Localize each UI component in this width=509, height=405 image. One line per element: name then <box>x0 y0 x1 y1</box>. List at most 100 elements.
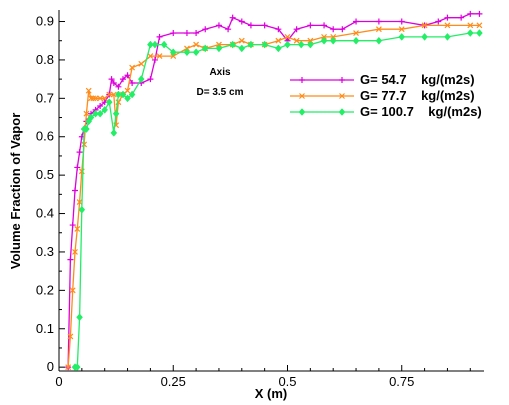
legend-label: G= 77.7 kg/(m2s) <box>360 88 475 103</box>
data-point <box>76 199 83 205</box>
data-point <box>97 103 104 110</box>
legend-marker <box>299 93 305 99</box>
data-point <box>238 18 245 25</box>
y-axis-title: Volume Fraction of Vapor <box>8 113 23 270</box>
data-point <box>444 32 451 41</box>
data-point <box>353 18 360 25</box>
data-point <box>110 91 117 98</box>
data-point <box>129 64 136 71</box>
series-line <box>67 13 480 368</box>
y-tick-label: 0.5 <box>36 167 54 182</box>
axis-ticks: 0 0.25 0.5 0.75 0 0.1 0.2 0.3 0.4 0.5 0.6 0.7 0.8 0.9 <box>36 14 471 389</box>
data-point <box>90 95 97 102</box>
legend-marker <box>339 93 345 99</box>
data-point <box>375 26 382 33</box>
data-point <box>112 109 120 118</box>
data-point <box>398 18 405 25</box>
data-point <box>72 249 78 255</box>
data-point <box>160 40 168 49</box>
legend-item: G= 100.7 kg/(m2s) <box>290 104 482 119</box>
data-point <box>119 76 126 83</box>
data-point <box>444 22 451 29</box>
data-point <box>124 87 131 94</box>
x-tick-label: 0.5 <box>278 374 296 389</box>
data-point <box>192 48 200 57</box>
data-point <box>183 48 191 57</box>
legend-marker <box>338 108 346 116</box>
data-point <box>115 83 122 90</box>
data-point <box>76 313 83 322</box>
data-point <box>73 363 81 372</box>
data-point <box>284 33 291 40</box>
data-point <box>247 40 255 49</box>
x-tick-label: 0.75 <box>389 374 414 389</box>
data-point <box>183 30 190 37</box>
data-point <box>119 90 127 99</box>
data-point <box>110 79 117 86</box>
series-2 <box>65 22 483 371</box>
data-point <box>238 44 246 53</box>
y-tick-label: 0.3 <box>36 244 54 259</box>
x-tick-label: 0 <box>55 374 62 389</box>
y-tick-label: 0.8 <box>36 52 54 67</box>
data-point <box>65 364 72 371</box>
data-point <box>329 36 337 45</box>
data-point <box>275 37 282 44</box>
data-point <box>476 29 483 37</box>
legend: G= 54.7 kg/(m2s)G= 77.7 kg/(m2s)G= 100.7… <box>290 72 482 119</box>
data-point <box>261 40 268 49</box>
data-point <box>330 26 337 33</box>
data-point <box>275 26 282 33</box>
data-point <box>87 113 95 122</box>
data-point <box>67 333 74 340</box>
data-point <box>421 32 428 41</box>
data-point <box>467 10 474 17</box>
data-point <box>476 22 483 29</box>
data-point <box>74 225 81 232</box>
data-point <box>398 32 406 41</box>
annotation-axis: Axis <box>209 67 231 78</box>
data-point <box>138 60 145 67</box>
data-point <box>193 41 200 48</box>
data-point <box>147 76 154 83</box>
data-point <box>466 29 474 37</box>
data-point <box>92 95 99 102</box>
data-point <box>215 44 223 53</box>
data-point <box>398 26 405 33</box>
data-point <box>339 26 346 33</box>
data-point <box>83 110 90 117</box>
data-point <box>74 164 81 171</box>
x-axis-title: X (m) <box>255 386 288 401</box>
data-point <box>147 53 154 60</box>
data-point <box>151 56 158 63</box>
annotation-diameter: D= 3.5 cm <box>197 87 244 98</box>
data-point <box>321 22 328 29</box>
legend-item: G= 54.7 kg/(m2s) <box>290 72 475 87</box>
data-point <box>124 94 131 103</box>
legend-marker <box>298 108 306 116</box>
data-point <box>307 40 314 49</box>
data-point <box>101 105 109 114</box>
data-point <box>421 22 428 29</box>
data-point <box>229 14 236 21</box>
data-point <box>297 40 305 49</box>
legend-marker <box>299 77 305 83</box>
data-point <box>247 22 254 29</box>
data-point <box>193 30 200 37</box>
data-point <box>147 40 154 49</box>
data-point <box>201 44 209 53</box>
data-point <box>69 222 76 229</box>
data-point <box>85 87 92 94</box>
y-tick-label: 0.6 <box>36 129 54 144</box>
data-point <box>225 26 232 33</box>
data-point <box>169 48 177 57</box>
data-point <box>137 75 145 84</box>
data-point <box>128 90 136 99</box>
data-point <box>96 109 104 118</box>
data-point <box>238 37 245 44</box>
legend-item: G= 77.7 kg/(m2s) <box>290 88 475 103</box>
data-point <box>215 22 222 29</box>
data-point <box>375 18 382 25</box>
data-point <box>76 149 83 156</box>
